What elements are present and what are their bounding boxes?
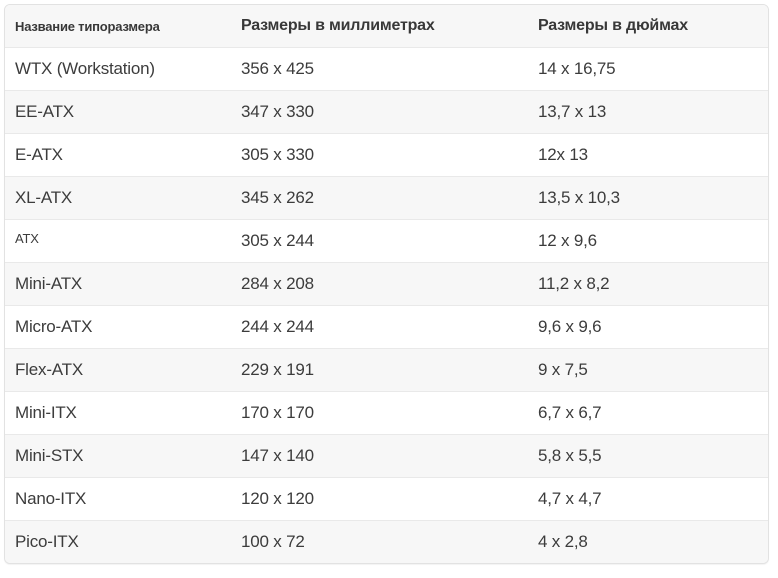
table-row: E-ATX 305 x 330 12x 13 <box>5 133 768 177</box>
cell-inches: 13,7 x 13 <box>538 102 607 121</box>
cell-inches: 12x 13 <box>538 145 588 164</box>
table-row: EE-ATX 347 x 330 13,7 x 13 <box>5 90 768 134</box>
table-row: Mini-ATX 284 x 208 11,2 x 8,2 <box>5 262 768 306</box>
cell-name: Flex-ATX <box>15 360 83 379</box>
table-row: Micro-ATX 244 x 244 9,6 x 9,6 <box>5 305 768 349</box>
table-row: Mini-ITX 170 x 170 6,7 x 6,7 <box>5 391 768 435</box>
cell-name: Mini-STX <box>15 446 84 465</box>
table-row: XL-ATX 345 x 262 13,5 x 10,3 <box>5 176 768 220</box>
table-header-row: Название типоразмера Размеры в миллиметр… <box>5 5 768 48</box>
cell-inches: 14 x 16,75 <box>538 59 616 78</box>
header-name: Название типоразмера <box>15 18 160 34</box>
cell-mm: 305 x 244 <box>241 231 314 250</box>
cell-mm: 347 x 330 <box>241 102 314 121</box>
cell-inches: 6,7 x 6,7 <box>538 403 602 422</box>
cell-name: E-ATX <box>15 145 63 164</box>
cell-mm: 356 x 425 <box>241 59 314 78</box>
cell-inches: 13,5 x 10,3 <box>538 188 620 207</box>
cell-inches: 9,6 x 9,6 <box>538 317 602 336</box>
cell-inches: 12 x 9,6 <box>538 231 597 250</box>
table-row: Nano-ITX 120 x 120 4,7 x 4,7 <box>5 477 768 521</box>
cell-name-text: ATX <box>15 230 39 246</box>
cell-inches: 9 x 7,5 <box>538 360 588 379</box>
table-row: WTX (Workstation) 356 x 425 14 x 16,75 <box>5 47 768 91</box>
cell-mm: 345 x 262 <box>241 188 314 207</box>
cell-name: EE-ATX <box>15 102 74 121</box>
cell-name: WTX (Workstation) <box>15 59 155 78</box>
cell-inches: 4 x 2,8 <box>538 532 588 551</box>
cell-name: Mini-ITX <box>15 403 77 422</box>
cell-mm: 229 x 191 <box>241 360 314 379</box>
header-inches: Размеры в дюймах <box>538 17 688 34</box>
cell-mm: 147 x 140 <box>241 446 314 465</box>
cell-name: Micro-ATX <box>15 317 93 336</box>
cell-name: ATX <box>5 220 231 263</box>
cell-name: Mini-ATX <box>15 274 83 293</box>
cell-inches: 4,7 x 4,7 <box>538 489 602 508</box>
form-factor-table: Название типоразмера Размеры в миллиметр… <box>5 5 768 563</box>
cell-inches: 11,2 x 8,2 <box>538 274 610 293</box>
cell-name: Nano-ITX <box>15 489 87 508</box>
cell-mm: 244 x 244 <box>241 317 314 336</box>
cell-mm: 170 x 170 <box>241 403 314 422</box>
cell-name: XL-ATX <box>15 188 73 207</box>
cell-mm: 284 x 208 <box>241 274 314 293</box>
form-factor-table-container: Название типоразмера Размеры в миллиметр… <box>4 4 769 564</box>
cell-mm: 100 x 72 <box>241 532 305 551</box>
header-mm: Размеры в миллиметрах <box>241 17 435 34</box>
cell-inches: 5,8 x 5,5 <box>538 446 602 465</box>
cell-mm: 305 x 330 <box>241 145 314 164</box>
table-row: Pico-ITX 100 x 72 4 x 2,8 <box>5 520 768 563</box>
cell-mm: 120 x 120 <box>241 489 314 508</box>
table-row: Flex-ATX 229 x 191 9 x 7,5 <box>5 348 768 392</box>
table-row: Mini-STX 147 x 140 5,8 x 5,5 <box>5 434 768 478</box>
table-row: ATX 305 x 244 12 x 9,6 <box>5 219 768 263</box>
cell-name: Pico-ITX <box>15 532 79 551</box>
